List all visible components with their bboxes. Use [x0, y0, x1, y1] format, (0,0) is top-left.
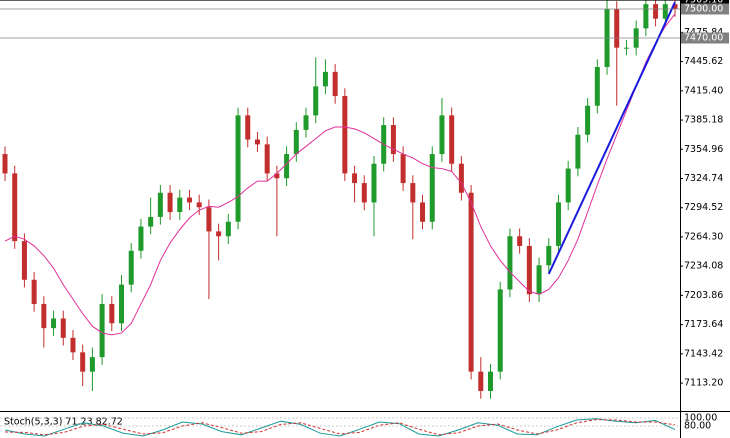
candle-body [31, 279, 37, 304]
candle-body [254, 139, 260, 145]
price-label-box [681, 0, 729, 6]
candle-body [235, 115, 241, 222]
candle-body [672, 4, 678, 9]
candle-body [585, 105, 591, 135]
candle-body [177, 197, 183, 213]
candle-body [70, 337, 76, 353]
price-label: 7509.10 [684, 0, 723, 6]
candle-body [614, 8, 620, 48]
candle-body [623, 47, 629, 49]
candle-body [575, 134, 581, 169]
candle-body [21, 241, 27, 280]
candle-body [51, 318, 57, 329]
stoch-tick-label: 80.00 [684, 421, 711, 432]
candle-body [12, 173, 18, 242]
candle-body [264, 144, 270, 174]
y-tick-label: 7264.30 [684, 231, 723, 242]
y-tick-label: 7234.08 [684, 261, 723, 272]
candle-body [662, 4, 668, 19]
price-label-box [681, 3, 729, 15]
candle-body [342, 96, 348, 174]
candle-body [643, 4, 649, 29]
price-label-box [681, 32, 729, 44]
stoch-line [4, 418, 676, 437]
candle-body [41, 303, 47, 329]
candle-body [526, 245, 532, 295]
y-tick-label: 7445.62 [684, 56, 723, 67]
candle-body [488, 371, 494, 391]
candle-body [449, 115, 455, 164]
candle-body [555, 202, 561, 246]
candle-body [361, 183, 367, 203]
candle-body [138, 226, 144, 251]
stoch-title: Stoch(5,3,3) 71.23 82.72 [4, 417, 123, 428]
candle-body [293, 129, 299, 155]
candle-body [420, 202, 426, 222]
y-tick-label: 7324.74 [684, 173, 723, 184]
candle-body [332, 71, 338, 97]
candle-body [119, 284, 125, 324]
candle-body [594, 67, 600, 106]
candle-body [468, 192, 474, 372]
candle-body [390, 125, 396, 155]
candle-body [216, 231, 222, 237]
candle-body [517, 236, 523, 246]
y-tick-label: 7475.84 [684, 27, 723, 38]
candle-body [196, 202, 202, 208]
candle-body [565, 168, 571, 203]
y-tick-label: 7203.86 [684, 290, 723, 301]
moving-average [4, 13, 676, 336]
candle-body [352, 173, 358, 184]
candle-body [284, 154, 290, 179]
candle-body [478, 371, 484, 391]
y-tick-label: 7354.96 [684, 144, 723, 155]
trendline [547, 1, 676, 275]
candle-body [429, 154, 435, 222]
candle-body [653, 4, 659, 19]
candle-body [536, 265, 542, 295]
candle-body [157, 192, 163, 217]
candle-body [109, 303, 115, 324]
candle-body [400, 154, 406, 184]
candle-body [371, 163, 377, 203]
candle-body [507, 236, 513, 290]
candle-body [89, 357, 95, 372]
candle-body [458, 163, 464, 193]
y-tick-label: 7113.20 [684, 378, 723, 389]
candle-body [80, 352, 86, 372]
y-tick-label: 7385.18 [684, 115, 723, 126]
candle-body [322, 71, 328, 87]
candle-body [546, 245, 552, 266]
y-tick-label: 7173.64 [684, 319, 723, 330]
candle-body [313, 86, 319, 116]
y-tick-label: 7415.40 [684, 85, 723, 96]
candle-body [148, 216, 154, 227]
candle-body [303, 115, 309, 130]
price-label: 7470.00 [684, 33, 723, 44]
y-tick-label: 7294.52 [684, 202, 723, 213]
price-label: 7500.00 [684, 3, 723, 14]
candle-body [245, 115, 251, 140]
candle-body [2, 154, 8, 174]
candle-body [99, 303, 105, 358]
candle-body [410, 183, 416, 203]
candle-body [60, 318, 66, 338]
candle-body [206, 207, 212, 232]
candle-body [128, 250, 134, 285]
candle-body [167, 192, 173, 213]
candle-body [225, 221, 231, 237]
candle-body [497, 289, 503, 372]
candle-body [274, 173, 280, 179]
candle-body [186, 197, 192, 203]
y-tick-label: 7143.42 [684, 348, 723, 359]
stoch-tick-label: 100.00 [684, 413, 717, 424]
candle-body [439, 115, 445, 155]
